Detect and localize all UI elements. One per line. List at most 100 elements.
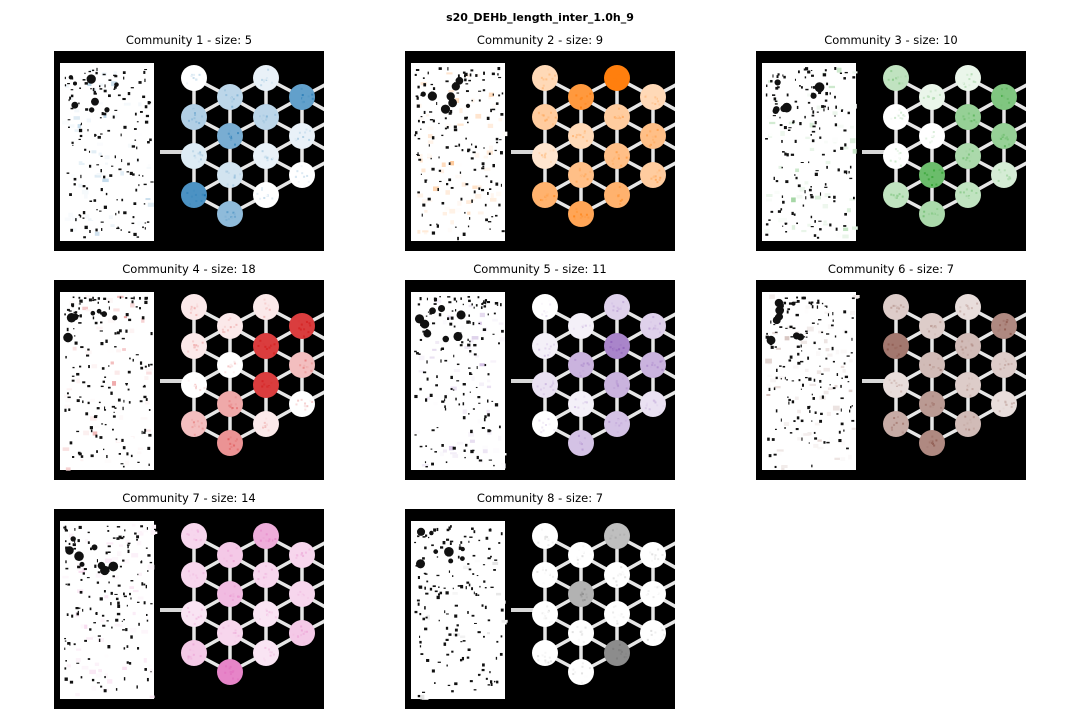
occupancy-speck — [112, 557, 118, 560]
obstacle-speck — [417, 152, 418, 155]
obstacle-speck — [491, 683, 493, 686]
node-texture — [935, 184, 937, 186]
occupancy-speck — [791, 197, 796, 202]
obstacle-speck — [446, 146, 449, 149]
node-texture — [621, 424, 623, 426]
node-texture — [201, 609, 203, 611]
obstacle-speck — [485, 364, 487, 366]
node-texture — [225, 665, 227, 667]
node-texture — [547, 662, 549, 664]
node-texture — [272, 157, 274, 159]
occupancy-speck — [84, 194, 87, 199]
obstacle-speck — [833, 200, 835, 202]
obstacle-speck — [469, 537, 472, 538]
obstacle-speck — [144, 69, 147, 70]
obstacle-speck — [124, 529, 125, 531]
occupancy-speck — [767, 375, 772, 377]
node-texture — [232, 184, 234, 186]
obstacle-speck — [74, 183, 76, 185]
node-texture — [648, 590, 650, 592]
node-texture — [625, 420, 627, 422]
node-texture — [236, 363, 238, 365]
obstacle-speck — [142, 431, 143, 434]
obstacle-speck — [826, 166, 828, 169]
obstacle-speck — [142, 175, 143, 177]
obstacle-speck — [463, 72, 466, 74]
node-texture — [965, 428, 967, 430]
node-texture — [578, 640, 580, 642]
node-texture — [257, 345, 259, 347]
obstacle-speck — [797, 346, 799, 347]
obstacle-speck — [115, 213, 116, 215]
obstacle-speck — [813, 397, 815, 400]
obstacle-speck — [99, 639, 100, 642]
node-texture — [582, 370, 584, 372]
obstacle-speck — [496, 641, 498, 643]
obstacle-speck — [80, 124, 81, 125]
occupancy-speck — [453, 592, 458, 595]
occupancy-speck — [779, 398, 782, 403]
node-texture — [894, 117, 896, 119]
obstacle-speck — [455, 629, 458, 632]
occupancy-speck — [834, 458, 840, 460]
node-texture — [626, 83, 628, 85]
community-8-image — [405, 509, 675, 709]
node-texture — [582, 402, 584, 404]
obstacle-speck — [143, 584, 145, 586]
obstacle-speck — [458, 403, 460, 405]
occupancy-speck — [502, 132, 507, 136]
lattice-node — [217, 391, 243, 417]
node-texture — [622, 378, 624, 380]
obstacle-speck — [94, 91, 96, 94]
obstacle-speck — [496, 102, 499, 105]
occupancy-speck — [443, 320, 447, 324]
node-texture — [617, 116, 619, 118]
obstacle-speck — [501, 532, 503, 535]
obstacle-speck — [497, 305, 498, 306]
node-texture — [581, 672, 583, 674]
node-texture — [194, 157, 196, 159]
obstacle-speck — [469, 568, 472, 570]
obstacle-speck — [815, 173, 818, 176]
obstacle-speck — [65, 641, 67, 642]
node-texture — [572, 631, 574, 633]
obstacle-speck — [149, 139, 152, 142]
node-texture — [308, 549, 310, 551]
occupancy-speck — [148, 203, 154, 207]
node-texture — [234, 177, 236, 179]
node-texture — [933, 182, 935, 184]
occupancy-speck — [65, 399, 70, 403]
node-texture — [577, 442, 579, 444]
obstacle-speck — [795, 140, 797, 143]
obstacle-speck — [776, 369, 778, 372]
node-texture — [545, 569, 547, 571]
obstacle-speck — [100, 686, 102, 688]
node-texture — [965, 347, 967, 349]
obstacle-speck — [468, 296, 471, 298]
obstacle-speck — [499, 139, 501, 140]
occupancy-speck — [780, 131, 784, 136]
node-texture — [654, 96, 656, 98]
obstacle-speck — [795, 79, 796, 81]
node-texture — [619, 644, 621, 646]
obstacle-speck — [424, 628, 427, 631]
obstacle-blob — [423, 330, 431, 338]
node-texture — [546, 194, 548, 196]
obstacle-speck — [835, 123, 837, 126]
node-texture — [268, 304, 270, 306]
obstacle-speck — [89, 200, 92, 202]
obstacle-speck — [448, 685, 450, 686]
obstacle-speck — [72, 376, 75, 377]
occupancy-speck — [417, 230, 420, 234]
node-texture — [620, 649, 622, 651]
node-texture — [646, 134, 648, 136]
arena-svg — [405, 509, 675, 709]
obstacle-speck — [796, 297, 798, 299]
obstacle-speck — [110, 602, 111, 605]
node-texture — [273, 352, 275, 354]
community-4-title: Community 4 - size: 18 — [54, 262, 324, 276]
obstacle-speck — [801, 438, 802, 441]
occupancy-speck — [807, 327, 814, 332]
node-texture — [541, 426, 543, 428]
obstacle-speck — [65, 540, 66, 542]
